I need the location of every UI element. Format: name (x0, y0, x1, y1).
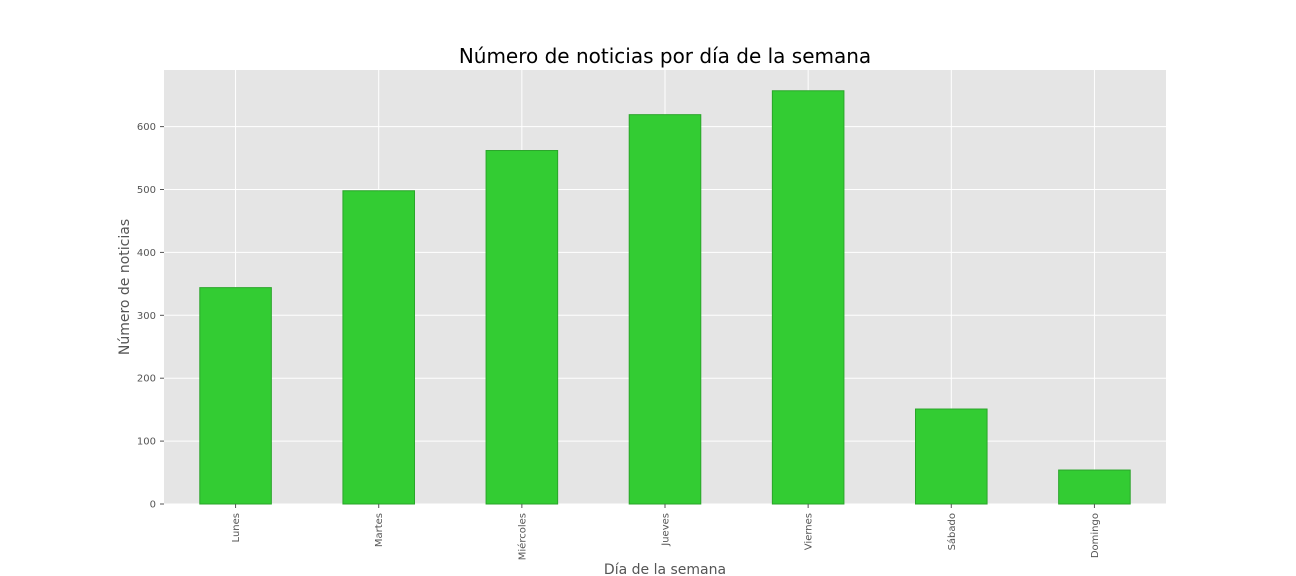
x-tick-label: Viernes (804, 513, 815, 550)
bar-4 (771, 90, 845, 505)
x-tick-label: Jueves (661, 513, 672, 547)
bars (199, 90, 1131, 505)
x-tick-label: Domingo (1090, 513, 1101, 558)
y-tick-label: 300 (137, 311, 156, 322)
y-tick-label: 600 (137, 122, 156, 133)
x-tick-label: Lunes (231, 513, 242, 542)
bar-0 (199, 287, 272, 505)
x-axis-label: Día de la semana (604, 562, 726, 576)
x-axis-ticks: Lunes Martes Miércoles Jueves Viernes Sábado D… (231, 504, 1101, 560)
y-tick-label: 400 (137, 248, 156, 259)
x-tick-label: Miércoles (516, 513, 528, 560)
bar-2 (485, 150, 559, 505)
y-tick-label: 0 (150, 500, 156, 511)
bar-6 (1058, 469, 1131, 505)
x-tick-label: Sábado (946, 513, 958, 550)
y-tick-label: 100 (137, 437, 156, 448)
chart-title: Número de noticias por día de la semana (459, 44, 871, 68)
x-tick-label: Martes (374, 513, 385, 547)
y-axis-ticks: 0 100 200 300 400 500 600 (137, 122, 164, 511)
bar-5 (915, 408, 988, 505)
y-tick-label: 200 (137, 374, 156, 385)
bar-1 (342, 190, 415, 505)
y-axis-label: Número de noticias (117, 219, 133, 355)
y-tick-label: 500 (137, 185, 156, 196)
bar-3 (628, 114, 702, 505)
